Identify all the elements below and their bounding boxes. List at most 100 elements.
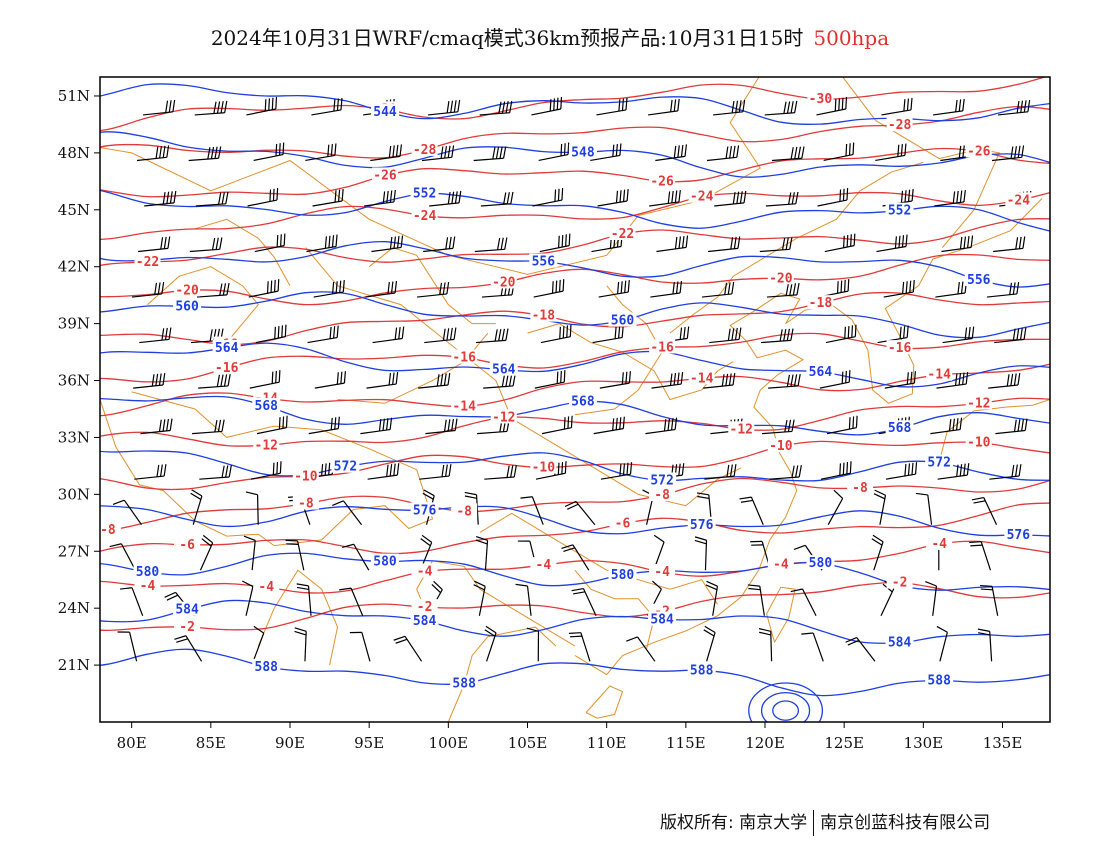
contour-label-backdrop — [965, 143, 992, 158]
wind-barb — [883, 280, 915, 298]
temperature-contour-label: -26 — [373, 168, 397, 183]
contour-label-backdrop — [568, 144, 597, 159]
wind-barb — [364, 189, 396, 207]
wind-barb — [199, 465, 232, 480]
wind-barb — [418, 373, 451, 389]
wind-barb — [192, 419, 225, 435]
wind-barb — [424, 327, 457, 344]
contour-label-backdrop — [451, 349, 478, 364]
contour-label-backdrop — [688, 370, 715, 385]
contour-label-backdrop — [133, 564, 162, 579]
wind-barb — [372, 326, 405, 344]
wind-barb — [144, 190, 177, 207]
contour-label-backdrop — [926, 535, 953, 550]
height-contour-label: 588 — [452, 676, 476, 691]
height-contour-label: 572 — [927, 456, 950, 471]
temperature-contour — [100, 147, 1050, 198]
wind-barb — [713, 99, 746, 116]
wind-barb — [539, 233, 571, 253]
contour-label-backdrop — [371, 104, 399, 119]
temperature-contour — [100, 581, 1050, 632]
wind-barb — [759, 237, 793, 253]
contour-label-backdrop — [926, 366, 953, 381]
lat-tick-label: 33N — [58, 428, 90, 446]
wind-barb — [706, 145, 740, 162]
lat-tick-label: 21N — [58, 656, 90, 674]
height-contour-label: 556 — [967, 273, 991, 288]
wind-barb — [332, 500, 363, 526]
wind-barb — [194, 100, 228, 116]
height-contour — [100, 291, 1050, 339]
height-contour-label: 584 — [175, 603, 199, 618]
wind-barb — [515, 583, 532, 616]
temperature-contour-label: -30 — [809, 92, 833, 107]
contour-label-backdrop — [410, 185, 439, 200]
wind-barb — [245, 491, 259, 525]
wind-barb — [136, 145, 170, 162]
wind-barb — [930, 417, 963, 435]
border-line — [479, 512, 718, 605]
wind-barb — [349, 631, 371, 662]
border-line — [574, 292, 832, 676]
wind-barb-layer — [109, 96, 1032, 662]
wind-barb — [247, 188, 279, 207]
temperature-contour-label: -8 — [654, 488, 670, 503]
temperature-contour-label: -4 — [140, 579, 156, 594]
temperature-contour-label: -16 — [215, 361, 239, 376]
wind-barb — [133, 373, 166, 389]
wind-barb — [845, 636, 876, 662]
contour-label-backdrop — [411, 599, 438, 614]
wind-barb — [998, 99, 1031, 116]
wind-barb — [189, 237, 223, 253]
wind-barb — [649, 189, 681, 207]
contour-label-backdrop — [174, 536, 201, 551]
contour-label-backdrop — [331, 458, 360, 473]
wind-barb — [421, 145, 455, 162]
height-contour-label: 564 — [809, 365, 833, 380]
wind-barb — [534, 370, 566, 389]
wind-barb — [977, 628, 993, 662]
contour-label-backdrop — [489, 361, 518, 376]
wind-barb — [308, 416, 340, 435]
wind-barb — [871, 534, 884, 571]
wind-barb — [942, 326, 975, 344]
temperature-contour-label: -10 — [967, 436, 991, 451]
wind-barb — [988, 373, 1021, 389]
height-contour-label: 568 — [255, 399, 279, 414]
lon-tick-label: 85E — [196, 734, 226, 752]
wind-barb — [109, 543, 136, 571]
wind-barb — [198, 374, 231, 389]
border-line — [842, 77, 1001, 249]
axis-tick-layer: 51N 48N 45N 42N 39N 36N 33N 30N 27N 24N 21N 80E 85E 9… — [58, 87, 1023, 752]
border-line — [416, 560, 576, 647]
contour-label-backdrop — [885, 202, 914, 217]
wind-barb — [596, 97, 628, 116]
wind-barb — [285, 539, 305, 571]
border-line — [257, 569, 339, 666]
height-contour-label: 544 — [373, 105, 397, 120]
wind-barb — [884, 371, 917, 389]
footer-divider — [813, 810, 815, 836]
contour-label-backdrop — [886, 574, 913, 589]
lon-tick-label: 100E — [429, 734, 469, 752]
wind-barb — [650, 280, 683, 298]
temperature-contour-label: -28 — [413, 143, 437, 158]
wind-barb — [473, 580, 486, 616]
wind-barb — [370, 144, 403, 162]
temperature-contour-label: -16 — [650, 340, 674, 355]
temperature-contour-label: -10 — [769, 439, 793, 454]
contour-label-backdrop — [173, 601, 202, 616]
wind-barb — [196, 282, 230, 298]
wind-barb — [134, 464, 167, 480]
height-contour-label: 580 — [373, 555, 397, 570]
wind-barb — [256, 415, 288, 435]
wind-barb — [820, 461, 852, 480]
wind-barb — [816, 96, 848, 116]
contour-label-backdrop — [292, 468, 319, 483]
wind-barb — [241, 580, 254, 616]
contour-label-backdrop — [767, 556, 794, 571]
wind-barb — [367, 463, 400, 480]
contour-label-backdrop — [530, 307, 557, 322]
temperature-contour — [100, 397, 1050, 447]
wind-barb — [140, 418, 173, 435]
